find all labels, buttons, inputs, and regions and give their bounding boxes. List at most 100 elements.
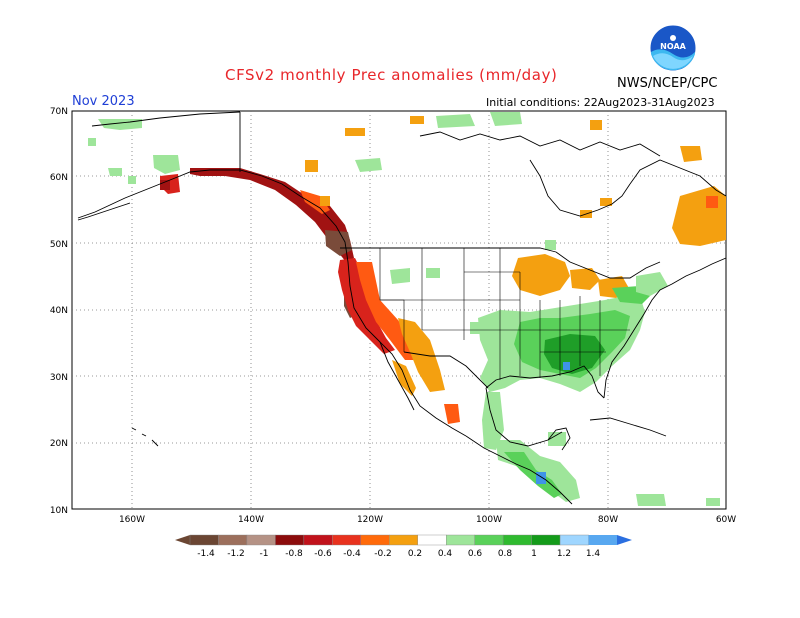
lon-label: 120W [357,515,383,525]
legend-swatch [417,534,447,546]
lat-label: 10N [50,506,68,516]
legend-swatch [360,534,390,546]
wet-anomaly-area [636,494,666,506]
noaa-logo: NOAA [649,24,697,72]
wet-anomaly-area [355,158,382,172]
legend-swatch [332,534,362,546]
legend-swatch [474,534,504,546]
legend-arrow-right [617,535,633,545]
lon-label: 80W [598,515,618,525]
legend-label: 0.8 [498,549,513,559]
legend-labels: -1.4 -1.2 -1 -0.8 -0.6 -0.4 -0.2 0.2 0.4… [197,549,600,559]
latitude-labels: 70N 60N 50N 40N 30N 20N 10N [50,107,68,516]
dry-anomaly-area [680,146,702,162]
legend-swatch [588,535,618,545]
wet-anomaly-area [490,112,522,126]
legend-swatch [531,534,561,546]
lat-label: 60N [50,173,68,183]
legend-label: 1 [531,549,537,559]
dry-anomaly-area [190,168,354,262]
legend-label: 0.2 [408,549,422,559]
dry-anomaly-area [345,128,365,136]
dry-anomaly-area [300,190,330,214]
lat-label: 30N [50,373,68,383]
legend-label: 0.6 [468,549,483,559]
hudson-bay-coast [529,159,631,217]
mexico-west-coast [465,435,573,505]
legend-swatch [189,534,219,546]
dry-anomaly-area [305,160,318,172]
legend-label: 0.4 [438,549,453,559]
us-mexico-border [403,351,489,389]
legend-label: -0.4 [343,549,361,559]
legend-swatch [246,534,276,546]
gulf-coast [485,365,605,399]
lon-label: 160W [119,515,145,525]
lon-label: 100W [476,515,502,525]
dry-anomaly-area [338,258,395,354]
legend-label: -0.8 [285,549,303,559]
legend-label: -0.2 [374,549,392,559]
east-coast [603,257,727,399]
legend-label: -1.2 [227,549,245,559]
map-title: CFSv2 monthly Prec anomalies (mm/day) [225,66,558,84]
noaa-logo-text: NOAA [660,42,686,51]
wet-anomaly-area [545,240,556,250]
lon-label: 60W [716,515,736,525]
legend-label: -1 [260,549,269,559]
longitude-labels: 160W 140W 120W 100W 80W 60W [119,515,736,525]
wet-anomaly-area [108,168,122,176]
legend-swatch [275,534,305,546]
lon-label: 140W [238,515,264,525]
dry-anomaly-area [444,404,460,424]
dry-anomaly-area [512,254,570,296]
legend-label: 1.2 [557,549,571,559]
alaska-north-coast [91,111,241,127]
cuba-coast [589,417,667,437]
forecast-month: Nov 2023 [72,94,135,109]
dry-anomaly-area [320,196,330,206]
dry-anomaly-area [570,268,600,290]
labrador-coast [629,159,727,197]
legend-swatch [502,534,532,546]
wet-anomaly-area [436,114,475,128]
lat-label: 70N [50,107,68,117]
legend-arrow-left [175,535,190,545]
wet-anomaly-area [548,432,566,446]
wet-anomaly-area [426,268,440,278]
hawaii-islands [131,427,159,447]
wet-anomaly-area [544,334,605,374]
aleutian-chain [77,202,131,221]
legend-swatch [303,534,333,546]
legend-label: -0.6 [314,549,332,559]
precip-anomaly-shading [88,112,726,506]
initial-conditions: Initial conditions: 22Aug2023-31Aug2023 [486,96,715,109]
lat-label: 20N [50,439,68,449]
dry-anomaly-area [325,230,352,256]
west-coast [299,195,467,437]
wet-anomaly-area [706,498,720,506]
alaska-coast [77,169,301,219]
wet-anomaly-area [390,268,410,284]
legend-swatch [218,534,248,546]
dry-anomaly-area [600,198,612,206]
wet-anomaly-area [563,362,570,370]
wet-anomaly-area [504,452,562,498]
legend-swatches [175,534,633,546]
wet-anomaly-area [153,155,180,174]
arctic-islands [419,131,661,157]
agency-label: NWS/NCEP/CPC [617,76,718,91]
great-lakes-border [555,251,661,279]
legend-swatch [446,534,475,546]
coastlines [77,111,727,505]
wet-anomaly-area [128,176,136,184]
yucatan-coast [547,427,571,451]
state-boundaries [379,248,630,380]
legend-label: 1.4 [586,549,601,559]
legend-label: -1.4 [197,549,215,559]
wet-anomaly-area [470,322,488,334]
legend-swatch [389,534,418,546]
legend-swatch [559,534,589,546]
